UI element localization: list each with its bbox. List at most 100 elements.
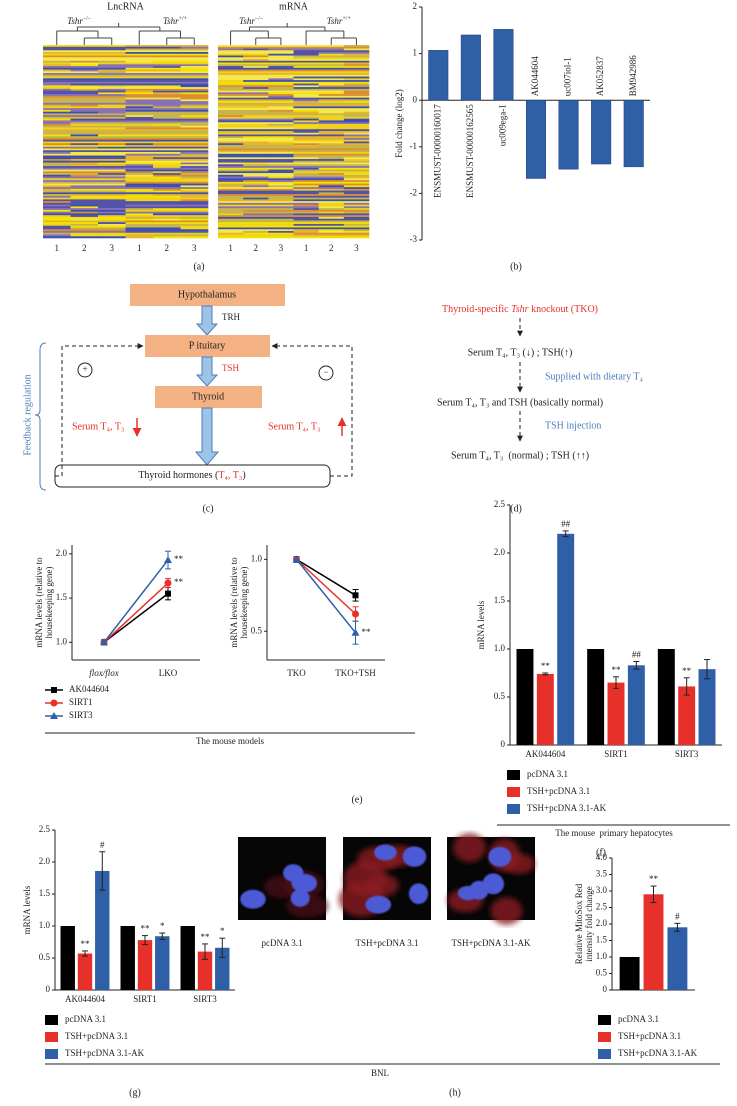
- heatmap-cell: [268, 162, 294, 165]
- heatmap-cell: [218, 62, 244, 65]
- genotype: −/−: [83, 16, 92, 22]
- heatmap-cell: [243, 218, 269, 221]
- heatmap-cell: [293, 216, 319, 219]
- heatmap-cell: [98, 234, 126, 237]
- heatmap-cell: [98, 209, 126, 212]
- heatmap-cell: [243, 199, 269, 202]
- heatmap-cell: [153, 145, 181, 148]
- heatmap-cell: [43, 87, 71, 90]
- heatmap-cell: [153, 80, 181, 83]
- heatmap-cell: [268, 129, 294, 132]
- heatmap-cell: [343, 50, 370, 53]
- heatmap-cell: [70, 125, 99, 128]
- heatmap-cell: [293, 90, 319, 93]
- heatmap-cell: [343, 169, 370, 172]
- heatmap-cell: [153, 66, 181, 69]
- heatmap-cell: [125, 130, 154, 134]
- heatmap-cell: [218, 109, 244, 112]
- heatmap-cell: [43, 211, 71, 214]
- y-tick-label: 0.5: [39, 952, 51, 962]
- heatmap-cell: [70, 229, 99, 232]
- heatmap-cell: [153, 85, 181, 88]
- heatmap-cell: [268, 208, 294, 211]
- heatmap-cell: [153, 180, 181, 183]
- heatmap-cell: [70, 201, 99, 204]
- heatmap-cell: [268, 225, 294, 228]
- heatmap-cell: [125, 109, 154, 112]
- heatmap-cell: [180, 181, 209, 184]
- heatmap-cell: [218, 166, 244, 169]
- heatmap-cell: [43, 201, 71, 204]
- heatmap-cell: [180, 129, 209, 132]
- heatmap-cell: [218, 106, 244, 109]
- heatmap-cell: [180, 173, 209, 176]
- heatmap-cell: [70, 213, 99, 216]
- heatmap-cell: [125, 113, 154, 116]
- heatmap-cell: [268, 52, 294, 55]
- heatmap-cell: [98, 125, 126, 128]
- heatmap-cell: [218, 125, 244, 128]
- heatmap-cell: [153, 218, 181, 221]
- heatmap-cell: [218, 234, 244, 237]
- heatmap-cell: [343, 74, 370, 77]
- heatmap-cell: [43, 232, 71, 235]
- heatmap-cell: [180, 69, 209, 72]
- nucleus: [283, 864, 304, 882]
- caption: The mouse primary hepatocytes: [555, 828, 673, 838]
- heatmap-cell: [70, 53, 99, 56]
- heatmap-cell: [98, 111, 126, 114]
- heatmap-cell: [43, 59, 71, 62]
- heatmap-cell: [98, 67, 126, 70]
- heatmap-cell: [268, 167, 294, 170]
- heatmap-cell: [180, 73, 209, 76]
- heatmap-cell: [43, 80, 71, 83]
- heatmap-cell: [70, 164, 99, 167]
- heatmap-cell: [343, 152, 370, 155]
- heatmap-cell: [125, 211, 154, 214]
- heatmap-cell: [268, 48, 294, 51]
- heatmap-cell: [218, 113, 244, 116]
- heatmap-cell: [70, 66, 99, 69]
- heatmap-cell: [318, 122, 345, 125]
- heatmap-cell: [268, 118, 294, 121]
- heatmap-cell: [343, 122, 370, 125]
- legend-label: TSH+pcDNA 3.1-AK: [65, 1048, 145, 1058]
- heatmap-cell: [125, 202, 154, 205]
- heatmap-cell: [180, 141, 209, 144]
- heatmap-cell: [268, 222, 294, 225]
- heatmap-cell: [218, 83, 244, 86]
- y-axis-label: mRNA levels (relative to: [229, 557, 239, 648]
- group-label: Tshr−/−: [239, 16, 264, 26]
- heatmap-cell: [293, 71, 319, 74]
- heatmap-cell: [243, 109, 269, 112]
- heatmap-cell: [293, 106, 319, 109]
- heatmap-cell: [268, 176, 294, 179]
- heatmap-cell: [98, 109, 126, 112]
- heatmap-cell: [125, 171, 154, 174]
- heatmap-cell: [125, 206, 154, 209]
- heatmap-cell: [343, 148, 370, 151]
- node-box: [130, 284, 285, 306]
- heatmap-cell: [43, 83, 71, 86]
- x-tick-label: TKO+TSH: [335, 668, 376, 678]
- heatmap-cell: [70, 48, 99, 51]
- heatmap-cell: [218, 127, 244, 130]
- heatmap-cell: [180, 197, 209, 200]
- heatmap-cell: [43, 125, 71, 128]
- bar: [667, 927, 688, 990]
- heatmap-cell: [293, 67, 319, 70]
- heatmap-cell: [268, 180, 294, 183]
- heatmap-cell: [218, 159, 244, 162]
- bar: [623, 99, 644, 168]
- legend-label: TSH+pcDNA 3.1-AK: [527, 803, 607, 813]
- heatmap-cell: [180, 60, 209, 63]
- significance: ##: [561, 519, 571, 529]
- heatmap-cell: [43, 67, 71, 70]
- heatmap-cell: [43, 188, 71, 191]
- heatmap-cell: [70, 173, 99, 176]
- legend-swatch: [507, 804, 520, 814]
- sign-circle: [77, 362, 93, 378]
- heatmap-cell: [343, 185, 370, 188]
- heatmap-cell: [343, 132, 370, 135]
- heatmap-cell: [153, 118, 181, 121]
